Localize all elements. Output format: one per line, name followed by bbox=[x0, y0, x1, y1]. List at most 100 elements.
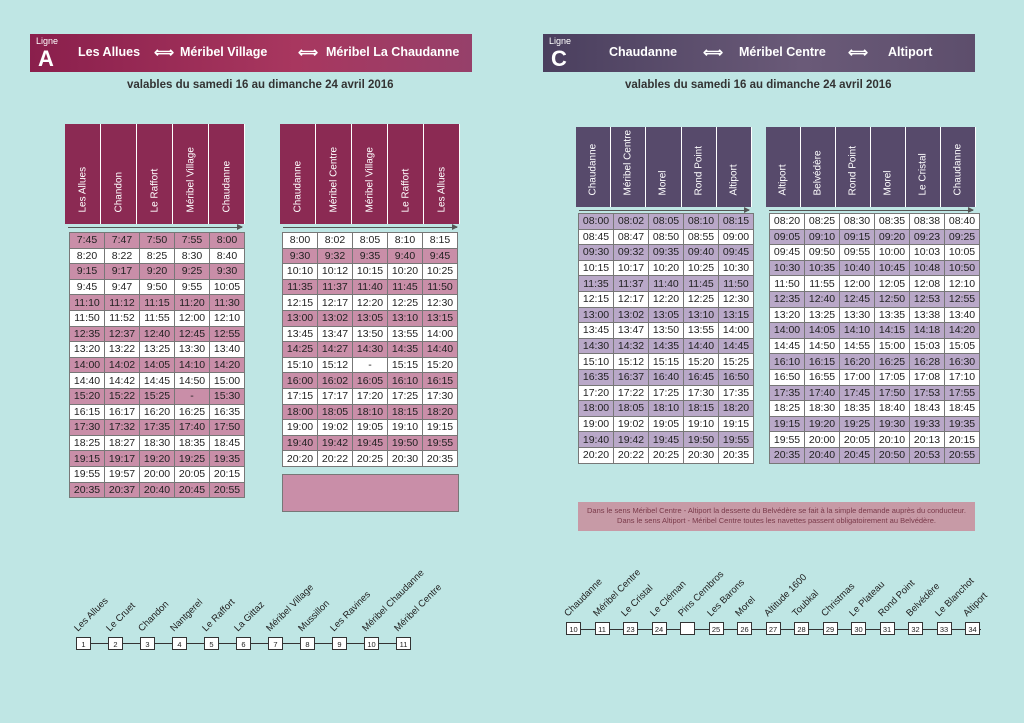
time-cell: 11:45 bbox=[387, 278, 423, 296]
table-row: 14:40 14:42 14:45 14:50 15:00 bbox=[69, 372, 245, 389]
column-header-label: Chaudanne bbox=[952, 143, 964, 196]
column-header: Morel bbox=[646, 127, 682, 207]
time-cell: 20:22 bbox=[317, 450, 353, 467]
time-cell: 15:03 bbox=[909, 337, 945, 355]
time-cell: 10:30 bbox=[718, 259, 754, 277]
time-cell: 18:45 bbox=[944, 400, 980, 417]
time-cell: 19:15 bbox=[769, 415, 805, 433]
time-cell: 09:00 bbox=[718, 228, 754, 246]
time-cell: 17:30 bbox=[683, 384, 719, 402]
time-cell: 13:30 bbox=[839, 306, 875, 324]
table-row: 11:50 11:55 12:00 12:05 12:08 12:10 bbox=[769, 275, 980, 292]
time-cell: 8:00 bbox=[209, 232, 245, 249]
validity-text: valables du samedi 16 au dimanche 24 avr… bbox=[625, 79, 892, 91]
time-cell: 17:17 bbox=[317, 387, 353, 405]
time-cell: 09:35 bbox=[648, 244, 684, 261]
time-cell: 08:40 bbox=[944, 213, 980, 230]
time-cell: 14:30 bbox=[352, 341, 388, 358]
stop: Méribel Chaudanne 10 bbox=[360, 515, 427, 650]
time-cell: 16:15 bbox=[69, 403, 105, 421]
time-cell: 17:53 bbox=[909, 384, 945, 402]
table-row: 8:00 8:02 8:05 8:10 8:15 bbox=[282, 232, 458, 249]
belvedere-note: Dans le sens Méribel Centre - Altiport l… bbox=[578, 502, 975, 531]
column-header: Le Cristal bbox=[906, 127, 941, 207]
stop-number: 2 bbox=[108, 637, 123, 650]
table-row: 17:30 17:32 17:35 17:40 17:50 bbox=[69, 419, 245, 436]
time-cell: 19:00 bbox=[282, 419, 318, 436]
stop: Méribel Centre 11 bbox=[392, 515, 444, 650]
time-cell: 09:30 bbox=[578, 244, 614, 261]
time-cell: 20:55 bbox=[209, 481, 245, 499]
time-cell: 8:30 bbox=[174, 247, 210, 265]
time-cell: 19:35 bbox=[209, 450, 245, 467]
time-cell: 17:32 bbox=[104, 419, 140, 436]
table-row: 18:00 18:05 18:10 18:15 18:20 bbox=[282, 403, 458, 421]
stop: Le Cléman 24 bbox=[648, 500, 688, 635]
stop: Morel 26 bbox=[733, 500, 766, 635]
stop: Le Blanchot 33 bbox=[933, 500, 976, 635]
table-row: 7:45 7:47 7:50 7:55 8:00 bbox=[69, 232, 245, 249]
time-cell: 13:20 bbox=[769, 306, 805, 324]
time-cell: 14:30 bbox=[578, 337, 614, 355]
time-cell: 09:05 bbox=[769, 228, 805, 246]
time-cell: 16:05 bbox=[352, 372, 388, 389]
time-cell: 12:20 bbox=[648, 290, 684, 308]
time-cell: 11:55 bbox=[804, 275, 840, 292]
time-cell: 14:00 bbox=[769, 322, 805, 339]
time-cell: 20:10 bbox=[874, 431, 910, 448]
stop: Méribel Village 7 bbox=[264, 515, 316, 650]
time-cell: 15:20 bbox=[683, 353, 719, 370]
time-cell: 11:50 bbox=[769, 275, 805, 292]
time-cell: 18:15 bbox=[387, 403, 423, 421]
time-cell: 13:38 bbox=[909, 306, 945, 324]
time-cell: 20:13 bbox=[909, 431, 945, 448]
time-cell: 18:00 bbox=[578, 400, 614, 417]
column-header-label: Altiport bbox=[728, 164, 740, 196]
time-cell: 15:00 bbox=[209, 372, 245, 389]
table-row: 16:00 16:02 16:05 16:10 16:15 bbox=[282, 372, 458, 389]
stop-number: 8 bbox=[300, 637, 315, 650]
time-cell: 13:30 bbox=[174, 341, 210, 358]
time-cell: 12:17 bbox=[613, 290, 649, 308]
table-row: 15:10 15:12-15:15 15:20 bbox=[282, 356, 458, 374]
time-cell: 12:15 bbox=[282, 294, 318, 311]
stop-number: 30 bbox=[851, 622, 866, 635]
time-cell: 13:47 bbox=[613, 322, 649, 339]
time-cell: 10:20 bbox=[387, 263, 423, 280]
time-cell: 14:05 bbox=[804, 322, 840, 339]
time-cell: 18:45 bbox=[209, 434, 245, 452]
time-cell: 17:22 bbox=[613, 384, 649, 402]
time-cell: 18:05 bbox=[317, 403, 353, 421]
time-cell: 17:15 bbox=[282, 387, 318, 405]
time-cell: 20:20 bbox=[282, 450, 318, 467]
time-cell: 08:05 bbox=[648, 213, 684, 230]
time-cell: 7:50 bbox=[139, 232, 175, 249]
column-header-label: Le Raffort bbox=[400, 168, 411, 213]
time-cell: 19:50 bbox=[683, 431, 719, 448]
stop: Le Plateau 30 bbox=[847, 500, 887, 635]
stop: Le Raffort 5 bbox=[200, 515, 237, 650]
time-cell: 15:25 bbox=[139, 387, 175, 405]
table-row: 17:20 17:22 17:25 17:30 17:35 bbox=[578, 384, 754, 402]
header-c-outbound: Chaudanne Méribel Centre Morel Rond Point Al… bbox=[576, 127, 752, 207]
table-row: 9:45 9:47 9:50 9:55 10:05 bbox=[69, 278, 245, 296]
time-cell: 12:15 bbox=[578, 290, 614, 308]
column-header-label: Chandon bbox=[113, 171, 124, 213]
time-cell: 19:40 bbox=[578, 431, 614, 448]
time-cell: 9:25 bbox=[174, 263, 210, 280]
time-cell: 17:20 bbox=[578, 384, 614, 402]
stop-number: 34 bbox=[965, 622, 980, 635]
time-cell: 15:10 bbox=[282, 356, 318, 374]
time-cell: 16:10 bbox=[769, 353, 805, 370]
time-cell: 10:12 bbox=[317, 263, 353, 280]
time-cell: 15:00 bbox=[874, 337, 910, 355]
time-cell: 12:25 bbox=[387, 294, 423, 311]
time-cell: 20:00 bbox=[804, 431, 840, 448]
table-row: 14:25 14:27 14:30 14:35 14:40 bbox=[282, 341, 458, 358]
time-cell: 12:55 bbox=[944, 290, 980, 308]
time-cell: 10:20 bbox=[648, 259, 684, 277]
time-cell: 14:27 bbox=[317, 341, 353, 358]
table-row: 09:45 09:50 09:55 10:00 10:03 10:05 bbox=[769, 244, 980, 261]
time-cell: 08:15 bbox=[718, 213, 754, 230]
time-cell: 19:10 bbox=[387, 419, 423, 436]
